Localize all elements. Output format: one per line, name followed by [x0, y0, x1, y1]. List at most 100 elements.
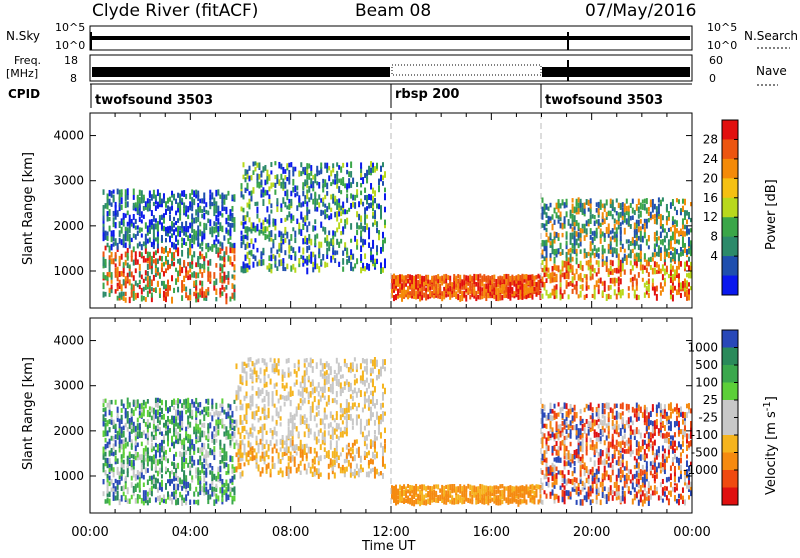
data-cell — [376, 259, 378, 264]
data-cell — [469, 295, 471, 300]
data-cell — [260, 171, 262, 178]
data-cell — [139, 423, 141, 430]
data-cell — [370, 359, 372, 363]
data-cell — [167, 468, 169, 472]
data-cell — [163, 248, 165, 254]
data-cell — [296, 444, 298, 450]
data-cell — [576, 231, 578, 237]
data-cell — [616, 198, 618, 202]
data-cell — [139, 495, 141, 499]
data-cell — [316, 437, 318, 441]
data-cell — [626, 260, 628, 265]
data-cell — [628, 205, 630, 211]
data-cell — [231, 223, 233, 228]
data-cell — [155, 483, 157, 489]
data-cell — [107, 403, 109, 408]
data-cell — [262, 399, 264, 403]
data-cell — [215, 410, 217, 415]
data-cell — [562, 470, 564, 475]
data-cell — [153, 234, 155, 239]
data-cell — [544, 203, 546, 208]
data-cell — [308, 424, 310, 429]
data-cell — [348, 367, 350, 372]
data-cell — [592, 294, 594, 298]
data-cell — [175, 235, 177, 239]
data-cell — [185, 430, 187, 436]
data-cell — [167, 434, 169, 441]
data-cell — [141, 295, 143, 301]
data-cell — [262, 388, 264, 394]
data-cell — [457, 279, 459, 284]
data-cell — [115, 450, 117, 455]
data-cell — [608, 285, 610, 291]
data-cell — [219, 440, 221, 446]
data-cell — [378, 428, 380, 435]
data-cell — [244, 235, 246, 239]
data-cell — [660, 240, 662, 245]
data-cell — [562, 407, 564, 412]
data-cell — [282, 167, 284, 174]
data-cell — [157, 189, 159, 196]
data-cell — [356, 222, 358, 228]
data-cell — [568, 460, 570, 466]
data-cell — [105, 246, 107, 251]
data-cell — [332, 427, 334, 432]
data-cell — [213, 455, 215, 460]
data-cell — [350, 203, 352, 209]
data-cell — [312, 175, 314, 179]
data-cell — [187, 482, 189, 488]
data-cell — [558, 199, 560, 204]
data-cell — [660, 290, 662, 295]
data-cell — [183, 444, 185, 450]
data-cell — [360, 183, 362, 187]
data-cell — [153, 259, 155, 263]
data-cell — [441, 485, 443, 492]
data-cell — [159, 256, 161, 261]
data-cell — [560, 470, 562, 475]
data-cell — [419, 274, 421, 278]
data-cell — [602, 212, 604, 219]
data-cell — [626, 206, 628, 211]
data-cell — [276, 178, 278, 184]
data-cell — [260, 416, 262, 420]
data-cell — [354, 236, 356, 242]
data-cell — [350, 239, 352, 243]
data-cell — [173, 416, 175, 422]
data-cell — [163, 218, 165, 224]
data-cell — [221, 487, 223, 493]
data-cell — [600, 239, 602, 243]
data-cell — [531, 495, 533, 500]
data-cell — [364, 195, 366, 200]
data-cell — [568, 450, 570, 455]
data-cell — [111, 231, 113, 237]
data-cell — [191, 415, 193, 419]
data-cell — [374, 473, 376, 479]
data-cell — [260, 251, 262, 257]
data-cell — [592, 249, 594, 256]
data-cell — [151, 407, 153, 413]
data-cell — [187, 447, 189, 451]
data-cell — [322, 254, 324, 260]
data-cell — [147, 198, 149, 203]
data-cell — [159, 406, 161, 411]
data-cell — [169, 448, 171, 452]
data-cell — [554, 474, 556, 481]
data-cell — [556, 413, 558, 419]
data-cell — [229, 415, 231, 420]
data-cell — [421, 286, 423, 292]
data-cell — [105, 418, 107, 422]
data-cell — [674, 239, 676, 244]
data-cell — [676, 239, 678, 243]
data-cell — [294, 363, 296, 368]
data-cell — [558, 434, 560, 441]
data-cell — [185, 450, 187, 455]
data-cell — [419, 490, 421, 494]
data-cell — [684, 262, 686, 269]
data-cell — [598, 289, 600, 294]
data-cell — [513, 490, 515, 496]
data-cell — [380, 205, 382, 211]
data-cell — [242, 268, 244, 274]
data-cell — [276, 407, 278, 412]
data-cell — [374, 403, 376, 408]
data-cell — [346, 452, 348, 458]
